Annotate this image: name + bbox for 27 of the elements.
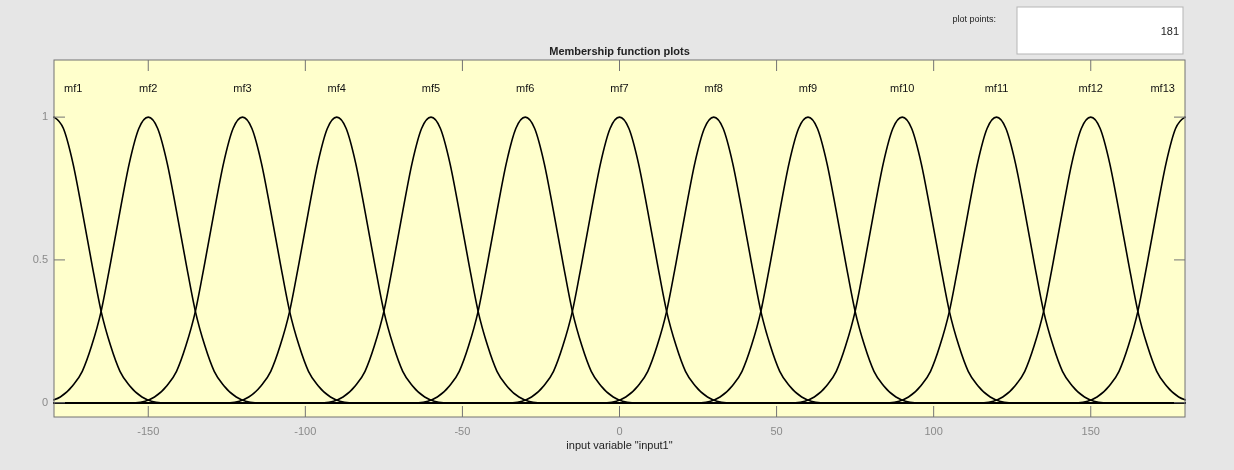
text: mf2 <box>139 82 158 95</box>
text: mf12 <box>1078 82 1103 95</box>
text: mf3 <box>233 82 252 95</box>
x-tick-label: 100 <box>924 425 943 437</box>
text: mf8 <box>704 82 723 95</box>
text: mf9 <box>798 82 818 95</box>
text: 181 <box>1160 25 1179 37</box>
x-tick-label: -50 <box>454 425 471 437</box>
text: mf11 <box>984 82 1009 95</box>
text: mf4 <box>327 82 346 95</box>
y-tick-label: 0 <box>41 395 48 408</box>
text: mf1 <box>64 82 83 95</box>
text: mf6 <box>516 82 535 95</box>
chart-title: Membership function plots <box>549 45 690 57</box>
x-tick-label: -100 <box>294 425 317 437</box>
x-tick-label: 150 <box>1081 425 1100 437</box>
text: mf13 <box>1150 82 1175 95</box>
y-tick-label: 1 <box>41 110 48 123</box>
text: plot points: <box>952 14 996 24</box>
x-tick-label: 0 <box>616 425 623 437</box>
x-tick-label: -150 <box>137 425 160 437</box>
x-tick-label: 50 <box>770 425 783 437</box>
text: mf10 <box>890 82 915 95</box>
text: mf7 <box>610 82 629 95</box>
x-axis-title: input variable "input1" <box>566 439 673 451</box>
y-tick-label: 0.5 <box>32 252 48 265</box>
text: mf5 <box>421 82 441 95</box>
